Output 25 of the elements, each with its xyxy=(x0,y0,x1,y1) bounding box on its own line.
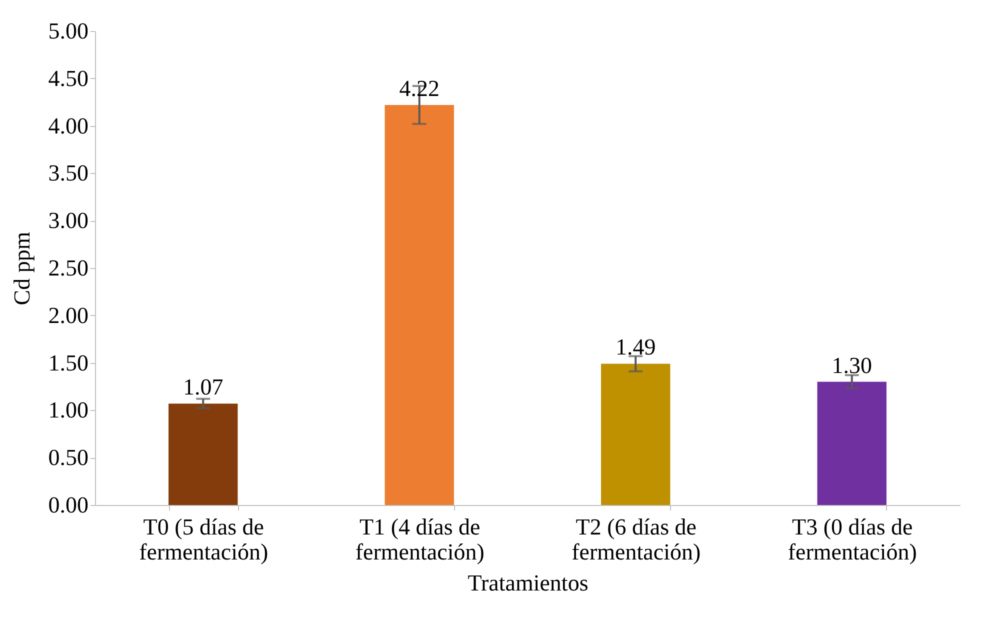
y-tick-label: 4.00 xyxy=(48,113,88,138)
y-tick-label: 3.50 xyxy=(48,160,88,186)
data-label: 4.22 xyxy=(399,76,440,101)
y-tick-label: 4.50 xyxy=(48,66,88,91)
y-tick-label: 0.00 xyxy=(48,492,88,518)
y-tick-label: 0.50 xyxy=(48,445,88,470)
y-tick-label: 1.50 xyxy=(48,350,88,376)
y-tick-label: 3.00 xyxy=(48,208,88,234)
bar xyxy=(384,104,454,505)
x-tick-label: T2 (6 días de fermentación) xyxy=(572,514,701,564)
x-tick-label: T0 (5 días de fermentación) xyxy=(139,514,268,564)
x-tick-label: T3 (0 días de fermentación) xyxy=(788,514,917,564)
x-tick-label: T1 (4 días de fermentación) xyxy=(355,514,484,564)
y-axis-title: Cd ppm xyxy=(9,232,34,306)
y-tick-label: 5.00 xyxy=(48,18,88,44)
x-axis-title: Tratamientos xyxy=(468,570,588,596)
data-label: 1.30 xyxy=(832,352,872,378)
y-tick-label: 2.50 xyxy=(48,256,88,280)
data-label: 1.49 xyxy=(616,334,656,360)
bar xyxy=(601,364,670,505)
y-tick-label: 2.00 xyxy=(48,302,88,328)
bar xyxy=(168,404,238,505)
data-label: 1.07 xyxy=(183,374,224,400)
y-tick-label: 1.00 xyxy=(48,398,88,423)
bar xyxy=(817,382,886,505)
